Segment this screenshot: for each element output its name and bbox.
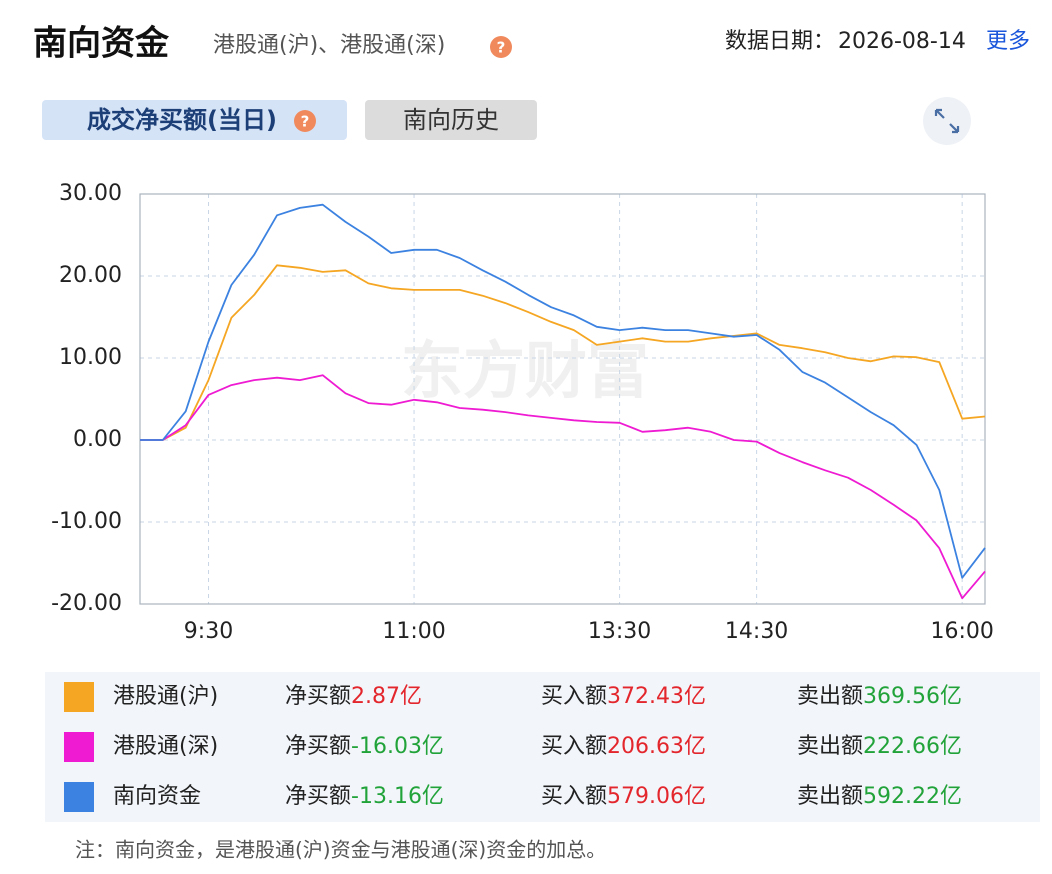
tab-label: 南向历史 — [403, 106, 499, 134]
plot: 30.00 20.00 10.00 0.00 -10.00 -20.00 9:30 11:00… — [51, 181, 994, 644]
series-line — [140, 203, 986, 579]
summary-value: 206.63亿 — [607, 734, 706, 759]
x-tick-label: 9:30 — [184, 619, 233, 644]
legend-table — [45, 672, 1040, 822]
x-tick-label: 11:00 — [382, 619, 445, 644]
legend-swatch — [64, 732, 94, 762]
summary-label: 净买额 — [285, 734, 351, 759]
expand-button[interactable] — [923, 97, 971, 145]
summary-value: 592.22亿 — [863, 784, 962, 809]
x-tick-label: 16:00 — [930, 619, 993, 644]
legend-swatch — [64, 682, 94, 712]
series-line — [140, 374, 986, 600]
summary-value: 222.66亿 — [863, 734, 962, 759]
y-tick-label: -10.00 — [51, 509, 122, 534]
date-label: 数据日期： — [725, 29, 835, 54]
help-icon-glyph: ? — [497, 39, 506, 57]
help-icon[interactable] — [490, 36, 512, 58]
y-tick-label: 10.00 — [59, 345, 122, 370]
help-icon[interactable] — [294, 110, 316, 132]
y-tick-label: 20.00 — [59, 263, 122, 288]
legend-label: 港股通(深) — [113, 734, 218, 759]
summary-value: -13.16亿 — [351, 784, 444, 809]
summary-label: 净买额 — [285, 784, 351, 809]
tab-active[interactable] — [42, 100, 347, 140]
x-tick-label: 13:30 — [588, 619, 651, 644]
summary-label: 买入额 — [541, 734, 607, 759]
summary-value: 2.87亿 — [351, 684, 422, 709]
legend-label: 南向资金 — [113, 784, 201, 809]
legend-label: 港股通(沪) — [113, 684, 218, 709]
expand-icon — [934, 108, 960, 134]
summary-label: 卖出额 — [797, 734, 863, 759]
x-tick-label: 14:30 — [725, 619, 788, 644]
summary-value: 369.56亿 — [863, 684, 962, 709]
summary-label: 买入额 — [541, 784, 607, 809]
summary-value: -16.03亿 — [351, 734, 444, 759]
summary-label: 买入额 — [541, 684, 607, 709]
summary-value: 372.43亿 — [607, 684, 706, 709]
help-icon-glyph: ? — [301, 113, 310, 131]
tab[interactable] — [365, 100, 537, 140]
legend-swatch — [64, 782, 94, 812]
more-link[interactable]: 更多 — [986, 29, 1030, 54]
plot-border — [139, 193, 986, 605]
legend: 港股通(沪) 净买额 2.87亿 买入额 372.43亿 卖出额 369.56亿港股通(深)… — [64, 682, 962, 812]
title: 南向资金 — [33, 24, 170, 64]
summary-label: 卖出额 — [797, 684, 863, 709]
date: 2026-08-14 — [838, 29, 966, 54]
y-tick-label: 0.00 — [73, 427, 122, 452]
summary-value: 579.06亿 — [607, 784, 706, 809]
subtitle: 港股通(沪)、港股通(深) — [213, 33, 445, 58]
tab-label: 成交净买额(当日) — [87, 106, 277, 134]
summary-label: 卖出额 — [797, 784, 863, 809]
series-line — [140, 264, 986, 441]
watermark: 东方财富 — [401, 334, 649, 407]
y-tick-label: -20.00 — [51, 591, 122, 616]
note: 注：南向资金，是港股通(沪)资金与港股通(深)资金的加总。 — [75, 838, 606, 862]
summary-label: 净买额 — [285, 684, 351, 709]
y-tick-label: 30.00 — [59, 181, 122, 206]
